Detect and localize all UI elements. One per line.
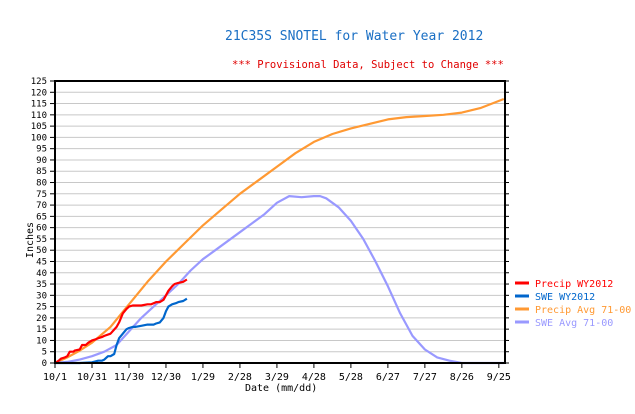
y-axis-label: Inches (25, 222, 36, 258)
legend-label: Precip Avg 71-00 (535, 305, 631, 316)
plot-frame (54, 80, 506, 364)
chart-title: 21C35S SNOTEL for Water Year 2012 (225, 29, 483, 44)
x-axis-label: Date (mm/dd) (245, 383, 317, 394)
legend-label: Precip WY2012 (535, 279, 613, 290)
y-tick-label: 65 (36, 212, 47, 222)
y-tick-label: 15 (36, 325, 47, 335)
y-tick-label: 30 (36, 291, 47, 301)
y-tick-label: 90 (36, 156, 47, 166)
x-axis-ticks: 10/1 10/31 11/30 12/30 1/29 2/28 3/29 4/28 5/28 6… (43, 363, 511, 383)
y-tick-label: 75 (36, 190, 47, 200)
x-tick-label: 10/1 (43, 372, 67, 383)
x-tick-label: 12/30 (151, 372, 181, 383)
chart-subtitle: *** Provisional Data, Subject to Change … (232, 59, 504, 71)
y-tick-label: 60 (36, 224, 47, 234)
y-tick-label: 85 (36, 167, 47, 177)
y-tick-label: 5 (42, 348, 47, 358)
y-tick-label: 25 (36, 303, 47, 313)
y-tick-label: 55 (36, 235, 47, 245)
y-tick-label: 105 (31, 122, 47, 132)
y-tick-label: 10 (36, 336, 47, 346)
y-tick-label: 0 (42, 359, 47, 369)
legend-label: SWE Avg 71-00 (535, 318, 613, 329)
y-tick-label: 120 (31, 88, 47, 98)
y-tick-label: 50 (36, 246, 47, 256)
y-tick-label: 125 (31, 77, 47, 87)
series-line-precip-avg-71-00 (54, 97, 505, 365)
series-line-swe-wy2012 (55, 297, 188, 365)
x-tick-label: 8/26 (450, 372, 474, 383)
y-tick-label: 40 (36, 269, 47, 279)
x-tick-label: 4/28 (302, 372, 326, 383)
x-tick-label: 10/31 (77, 372, 107, 383)
legend-label: SWE WY2012 (535, 292, 595, 303)
x-tick-label: 6/27 (376, 372, 400, 383)
x-tick-label: 9/25 (487, 372, 511, 383)
data-series (54, 97, 505, 365)
y-tick-label: 110 (31, 111, 47, 121)
y-tick-label: 80 (36, 179, 47, 189)
y-tick-label: 45 (36, 257, 47, 267)
x-tick-label: 11/30 (114, 372, 144, 383)
y-tick-label: 115 (31, 100, 47, 110)
x-tick-label: 1/29 (191, 372, 215, 383)
x-tick-label: 2/28 (228, 372, 252, 383)
y-tick-label: 20 (36, 314, 47, 324)
series-line-precip-wy2012 (54, 278, 188, 364)
x-tick-label: 7/27 (413, 372, 437, 383)
y-tick-label: 70 (36, 201, 47, 211)
y-tick-label: 35 (36, 280, 47, 290)
legend: Precip WY2012 SWE WY2012 Precip Avg 71-00 S… (515, 279, 631, 329)
series-line-swe-avg-71-00 (54, 195, 504, 365)
y-tick-label: 100 (31, 133, 47, 143)
x-tick-label: 3/29 (265, 372, 289, 383)
y-tick-label: 95 (36, 145, 47, 155)
x-tick-label: 5/28 (339, 372, 363, 383)
